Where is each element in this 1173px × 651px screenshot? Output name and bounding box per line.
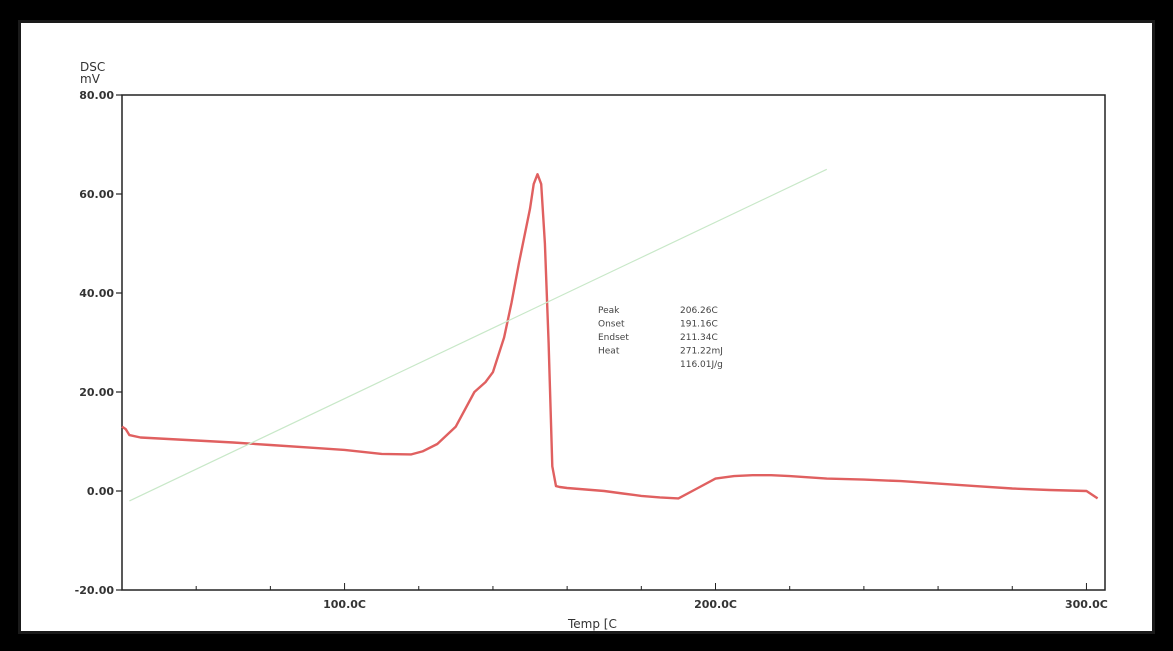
- chart-panel: [18, 20, 1155, 634]
- x-tick-label: 300.0C: [1065, 598, 1108, 611]
- series-group: [121, 168, 1099, 502]
- y-axis-ticks: 80.00 60.00 40.00 20.00 0.00 -20.00: [75, 89, 122, 597]
- y-tick-label: -20.00: [75, 584, 115, 597]
- annotation-value: 116.01J/g: [680, 360, 723, 370]
- annotation-label: Endset: [598, 333, 629, 343]
- plot-area: [121, 94, 1106, 591]
- annotation-value: 206.26C: [680, 306, 718, 316]
- annotation-value: 271.22mJ: [680, 347, 723, 357]
- y-tick-label: 20.00: [79, 386, 114, 399]
- y-tick-label: 80.00: [79, 89, 114, 102]
- y-axis-label-line2: mV: [80, 72, 101, 86]
- y-tick-label: 0.00: [87, 485, 114, 498]
- annotation-value: 211.34C: [680, 333, 718, 343]
- y-tick-label: 60.00: [79, 188, 114, 201]
- annotation-box: Peak 206.26C Onset 191.16C Endset 211.34C Heat…: [598, 306, 723, 370]
- dsc-curve-line: [121, 172, 1099, 500]
- annotation-label: Peak: [598, 306, 620, 316]
- y-axis-label-line1: DSC: [80, 60, 105, 74]
- image-frame: [8, 12, 1165, 642]
- x-axis-ticks: 100.0C 200.0C 300.0C: [195, 583, 1108, 611]
- x-tick-label: 200.0C: [694, 598, 737, 611]
- annotation-label: Onset: [598, 320, 625, 330]
- x-tick-label: 100.0C: [323, 598, 366, 611]
- x-axis-label: Temp [C: [567, 617, 617, 631]
- y-tick-label: 40.00: [79, 287, 114, 300]
- annotation-value: 191.16C: [680, 320, 718, 330]
- temperature-baseline-line: [129, 168, 828, 502]
- annotation-label: Heat: [598, 347, 620, 357]
